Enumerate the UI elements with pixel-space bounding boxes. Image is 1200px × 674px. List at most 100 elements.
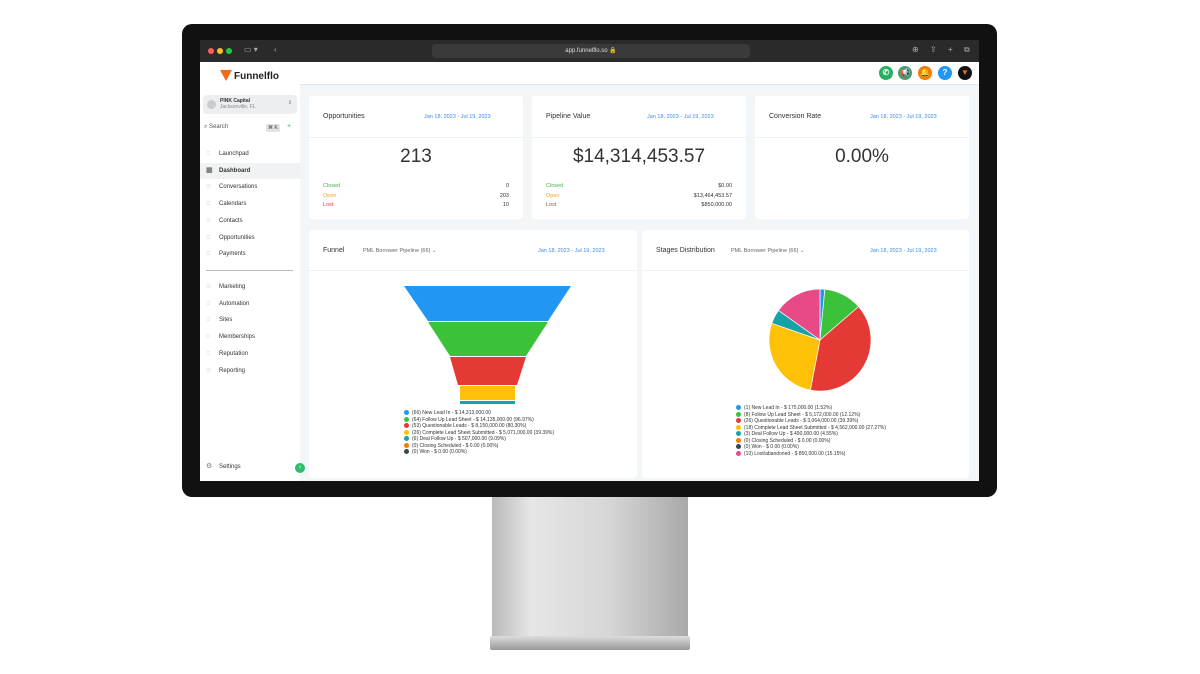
- funnel-logo-icon: [220, 70, 232, 81]
- chat-icon: ◌: [206, 183, 211, 191]
- back-icon[interactable]: ‹: [274, 45, 277, 54]
- legend-item: (10) Lost/abandoned - $ 850,000.00 (15.1…: [736, 450, 886, 458]
- add-icon[interactable]: +: [287, 123, 292, 130]
- legend-label: (6) Deal Follow Up - $ 507,000.00 (9.09%…: [412, 436, 506, 442]
- stages-title: Stages Distribution: [656, 247, 715, 254]
- legend-swatch: [736, 437, 741, 443]
- chevron-updown-icon: ⇕: [287, 100, 292, 106]
- announcement-icon[interactable]: 📢: [898, 66, 912, 80]
- legend-swatch: [736, 431, 741, 436]
- pie-slice-complete-lead-sheet-submitted[interactable]: [768, 322, 821, 391]
- sidebar-item-calendars[interactable]: ◌ Calendars: [200, 196, 300, 212]
- legend-item: (66) New Lead In - $ 14,313,000.00: [404, 410, 554, 417]
- payments-icon: ◌: [206, 250, 211, 258]
- legend-label: (1) New Lead In - $ 175,000.00 (1.52%): [744, 405, 833, 411]
- divider: [309, 270, 637, 271]
- stages-card: Stages Distribution PML Borrower Pipelin…: [642, 230, 969, 478]
- sidebar-item-reputation[interactable]: ◌ Reputation: [200, 346, 300, 362]
- sidebar-item-opportunities[interactable]: ◌ Opportunities: [200, 230, 300, 246]
- card-date-range[interactable]: Jan 18, 2023 - Jul 19, 2023: [647, 114, 714, 120]
- address-bar[interactable]: app.funnelflo.so 🔒: [432, 44, 750, 58]
- card-date-range[interactable]: Jan 18, 2023 - Jul 19, 2023: [424, 114, 491, 120]
- account-name: PINK Capital: [220, 98, 251, 104]
- sidebar-toggle-icon[interactable]: ▭ ▾: [244, 45, 258, 54]
- pie-slice-questionable-leads[interactable]: [809, 306, 872, 392]
- stages-pipeline-select[interactable]: PML Borrower Pipeline (66) ⌄: [731, 248, 805, 254]
- tabs-icon[interactable]: ⧉: [964, 45, 970, 54]
- bell-icon[interactable]: 🔔: [918, 66, 932, 80]
- sidebar-item-dashboard[interactable]: ▦ Dashboard: [200, 162, 300, 179]
- divider: [309, 137, 523, 138]
- legend-item: (18) Complete Lead Sheet Submitted - $ 4…: [736, 424, 886, 432]
- top-bar: ✆ 📢 🔔 ? ▼: [300, 62, 979, 85]
- stages-date-range[interactable]: Jan 18, 2023 - Jul 19, 2023: [870, 248, 937, 254]
- legend-label: (0) Won - $ 0.00 (0.00%): [744, 444, 799, 450]
- legend-swatch: [404, 436, 409, 441]
- filter-icon: ◌: [206, 233, 211, 241]
- sidebar-item-label: Calendars: [219, 201, 247, 208]
- stat-value: $850,000.00: [701, 202, 732, 208]
- avatar[interactable]: ▼: [958, 66, 972, 80]
- funnel-pipeline-select[interactable]: PML Borrower Pipeline (66) ⌄: [363, 248, 437, 254]
- sidebar-item-sites[interactable]: ◌ Sites: [200, 312, 300, 328]
- legend-label: (64) Follow Up Lead Sheet - $ 14,135,000…: [412, 416, 534, 423]
- sidebar-item-conversations[interactable]: ◌ Conversations: [200, 179, 300, 195]
- stat-value: $13,464,453.57: [693, 192, 732, 199]
- stat-label: Lost: [323, 202, 334, 208]
- legend-swatch: [404, 423, 409, 428]
- legend-swatch: [736, 405, 741, 410]
- maximize-window-button[interactable]: [226, 48, 232, 54]
- stages-pie-chart: [768, 288, 872, 392]
- card-value: $14,314,453.57: [572, 146, 706, 167]
- stat-row: Lost $850,000.00: [546, 202, 732, 208]
- new-tab-icon[interactable]: +: [948, 45, 953, 54]
- legend-swatch: [736, 444, 741, 449]
- account-switcher[interactable]: PINK Capital Jacksonville, FL ⇕: [203, 95, 297, 114]
- pie-slice-lost-abandoned[interactable]: [777, 288, 821, 341]
- phone-icon[interactable]: ✆: [879, 66, 893, 80]
- close-window-button[interactable]: [208, 48, 214, 54]
- download-icon[interactable]: ⊕: [912, 45, 919, 54]
- sidebar-item-label: Launchpad: [219, 151, 249, 157]
- funnel-legend: (66) New Lead In - $ 14,313,000.00 (64) F…: [404, 410, 554, 456]
- sidebar-item-label: Dashboard: [219, 167, 251, 174]
- card-title: Opportunities: [323, 113, 365, 120]
- legend-label: (26) Questionable Leads - $ 3,064,000.00…: [744, 418, 859, 424]
- stat-value: 203: [499, 192, 509, 199]
- legend-item: (8) Follow Up Lead Sheet - $ 5,172,000.0…: [736, 411, 886, 419]
- star-icon: ◌: [206, 349, 211, 357]
- minimize-window-button[interactable]: [217, 48, 223, 54]
- legend-label: (53) Questionable Leads - $ 8,150,000.00…: [412, 423, 527, 429]
- stat-value: 10: [502, 202, 509, 208]
- sidebar-item-contacts[interactable]: ◌ Contacts: [200, 213, 300, 229]
- help-icon[interactable]: ?: [938, 66, 952, 80]
- collapse-sidebar-button[interactable]: ‹: [295, 463, 305, 473]
- send-icon: ◌: [206, 283, 211, 290]
- sidebar-item-label: Automation: [219, 300, 250, 307]
- search-button[interactable]: ⌕ Search: [204, 124, 229, 130]
- card-date-range[interactable]: Jan 18, 2023 - Jul 19, 2023: [870, 114, 937, 120]
- stat-row: Closed $0.00: [546, 183, 732, 189]
- funnel-date-range[interactable]: Jan 18, 2023 - Jul 19, 2023: [538, 248, 605, 254]
- sidebar-item-automation[interactable]: ◌ Automation: [200, 296, 300, 312]
- url-text: app.funnelflo.so: [565, 48, 608, 54]
- share-icon[interactable]: ⇪: [930, 45, 937, 54]
- legend-swatch: [736, 424, 741, 430]
- sidebar-item-label: Reporting: [219, 367, 246, 374]
- sidebar-item-reporting[interactable]: ◌ Reporting: [200, 363, 300, 379]
- play-icon: ◌: [206, 299, 211, 307]
- sidebar-item-marketing[interactable]: ◌ Marketing: [200, 279, 300, 295]
- sidebar-item-settings[interactable]: ⚙ Settings: [200, 459, 300, 475]
- stages-legend: (1) New Lead In - $ 175,000.00 (1.52%) (8…: [736, 405, 886, 457]
- sidebar-item-memberships[interactable]: ◌ Memberships: [200, 329, 300, 345]
- conversion-rate-card: Conversion Rate Jan 18, 2023 - Jul 19, 20…: [755, 96, 969, 219]
- screen: ▭ ▾ ‹ app.funnelflo.so 🔒 ⊕ ⇪ + ⧉ Funnelf…: [200, 40, 979, 481]
- sidebar-item-launchpad[interactable]: ◌ Launchpad: [200, 146, 300, 162]
- legend-label: (0) Won - $ 0.00 (0.00%): [412, 449, 467, 455]
- sidebar-item-payments[interactable]: ◌ Payments: [200, 246, 300, 262]
- legend-swatch: [404, 449, 409, 454]
- card-value: 213: [400, 146, 432, 167]
- logo[interactable]: Funnelflo: [220, 70, 279, 82]
- legend-item: (26) Questionable Leads - $ 3,064,000.00…: [736, 418, 886, 425]
- legend-swatch: [404, 429, 409, 435]
